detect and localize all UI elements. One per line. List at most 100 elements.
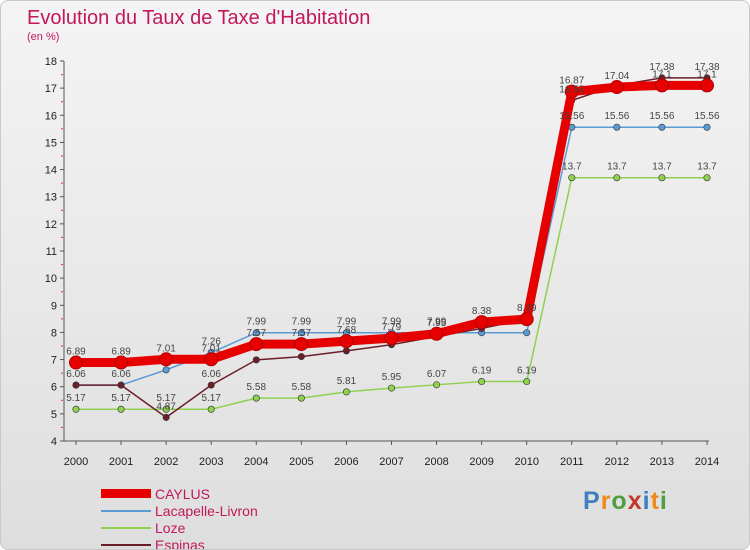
- legend-label: CAYLUS: [155, 485, 210, 502]
- logo-letter: o: [611, 487, 628, 515]
- data-point-caylus: [564, 84, 579, 99]
- data-point-espinas: [117, 381, 125, 389]
- y-tick-label: 9: [51, 300, 57, 312]
- legend-item-lacapelle-livron: Lacapelle-Livron: [101, 502, 258, 519]
- data-label-lacapelle-livron: 7.99: [382, 317, 402, 328]
- data-point-lacapelle-livron: [252, 329, 260, 337]
- logo-letter: x: [627, 487, 643, 515]
- data-point-loze: [703, 174, 711, 182]
- legend-item-caylus: CAYLUS: [101, 485, 258, 502]
- data-label-espinas: 16.55: [559, 84, 584, 95]
- data-point-loze: [342, 388, 350, 396]
- data-point-caylus: [69, 355, 83, 370]
- data-label-loze: 6.19: [472, 366, 492, 377]
- data-point-caylus: [114, 355, 129, 370]
- y-tick-label: 8: [51, 327, 57, 339]
- data-point-lacapelle-livron: [658, 123, 666, 131]
- data-point-loze: [72, 405, 80, 413]
- y-tick-label: 13: [45, 192, 57, 204]
- data-point-loze: [568, 174, 576, 182]
- data-label-loze: 5.81: [337, 376, 357, 387]
- x-tick-label: 2010: [514, 456, 538, 468]
- data-label-lacapelle-livron: 6.06: [66, 369, 86, 380]
- legend-swatch: [101, 526, 151, 529]
- data-label-espinas: 17.38: [694, 62, 719, 73]
- data-point-espinas: [252, 356, 260, 364]
- data-point-loze: [433, 381, 441, 389]
- data-label-caylus: 17.1: [697, 69, 717, 80]
- legend-swatch: [101, 509, 151, 512]
- x-tick-label: 2005: [289, 456, 313, 468]
- data-label-lacapelle-livron: 15.56: [649, 111, 674, 122]
- data-point-loze: [207, 405, 215, 413]
- data-label-loze: 6.19: [517, 366, 537, 377]
- x-tick-label: 2002: [154, 456, 178, 468]
- data-label-caylus: 6.89: [111, 347, 131, 358]
- logo-letter: t: [650, 487, 660, 515]
- data-label-loze: 5.58: [247, 382, 267, 393]
- data-point-loze: [297, 394, 305, 402]
- data-label-caylus: 7.68: [337, 325, 357, 336]
- series-line-espinas: [76, 77, 707, 419]
- x-tick-label: 2011: [560, 456, 584, 468]
- data-point-lacapelle-livron: [297, 329, 305, 337]
- data-point-loze: [658, 174, 666, 182]
- y-tick-label: 6: [51, 382, 57, 394]
- x-tick-label: 2000: [64, 456, 88, 468]
- data-point-caylus: [429, 326, 444, 341]
- x-tick-label: 2006: [334, 456, 358, 468]
- data-label-lacapelle-livron: 7.99: [337, 317, 357, 328]
- x-tick-label: 2008: [424, 456, 448, 468]
- unit-label: (en %): [27, 31, 60, 43]
- legend-item-espinas: Espinas: [101, 536, 258, 550]
- chart-title: Evolution du Taux de Taxe d'Habitation: [27, 7, 371, 29]
- data-label-lacapelle-livron: 7.99: [247, 317, 267, 328]
- data-label-caylus: 6.89: [66, 347, 86, 358]
- x-tick-label: 2009: [469, 456, 493, 468]
- data-point-lacapelle-livron: [162, 366, 170, 374]
- y-tick-label: 15: [45, 137, 57, 149]
- legend-label: Loze: [155, 519, 186, 536]
- data-point-lacapelle-livron: [703, 123, 711, 131]
- data-point-caylus: [204, 352, 219, 367]
- y-tick-label: 5: [51, 409, 57, 421]
- x-tick-label: 2012: [605, 456, 629, 468]
- legend-item-loze: Loze: [101, 519, 258, 536]
- logo-letter: r: [600, 487, 612, 515]
- y-tick-label: 7: [51, 355, 57, 367]
- x-tick-label: 2004: [244, 456, 268, 468]
- data-label-lacapelle-livron: 6.06: [111, 369, 131, 380]
- data-label-caylus: 17.1: [652, 69, 672, 80]
- data-point-caylus: [249, 337, 264, 352]
- x-tick-label: 2001: [109, 456, 133, 468]
- data-point-lacapelle-livron: [523, 329, 531, 337]
- data-point-caylus: [700, 78, 714, 93]
- logo-letter: i: [659, 487, 668, 515]
- data-label-lacapelle-livron: 7.99: [427, 317, 447, 328]
- x-tick-label: 2014: [695, 456, 719, 468]
- data-label-caylus: 8.38: [472, 306, 492, 317]
- data-point-loze: [613, 174, 621, 182]
- data-point-espinas: [162, 413, 170, 421]
- data-label-caylus: 7.95: [427, 318, 447, 329]
- data-point-caylus: [384, 331, 399, 346]
- data-label-loze: 5.17: [156, 393, 176, 404]
- data-point-loze: [252, 394, 260, 402]
- proxiti-logo: Proxiti: [583, 487, 668, 516]
- data-label-caylus: 16.87: [559, 76, 584, 87]
- data-point-caylus: [339, 334, 354, 349]
- data-point-espinas: [72, 381, 80, 389]
- y-tick-label: 14: [45, 165, 57, 177]
- data-label-caylus: 17.04: [604, 71, 629, 82]
- data-point-loze: [523, 378, 531, 386]
- data-label-caylus: 7.57: [292, 328, 312, 339]
- legend-label: Espinas: [155, 536, 205, 550]
- legend: CAYLUS Lacapelle-Livron Loze Espinas: [101, 485, 258, 550]
- data-label-loze: 5.58: [292, 382, 312, 393]
- y-tick-label: 16: [45, 110, 57, 122]
- y-tick-label: 4: [51, 436, 57, 448]
- data-label-loze: 6.07: [427, 369, 447, 380]
- data-label-caylus: 8.49: [517, 303, 537, 314]
- data-point-loze: [117, 405, 125, 413]
